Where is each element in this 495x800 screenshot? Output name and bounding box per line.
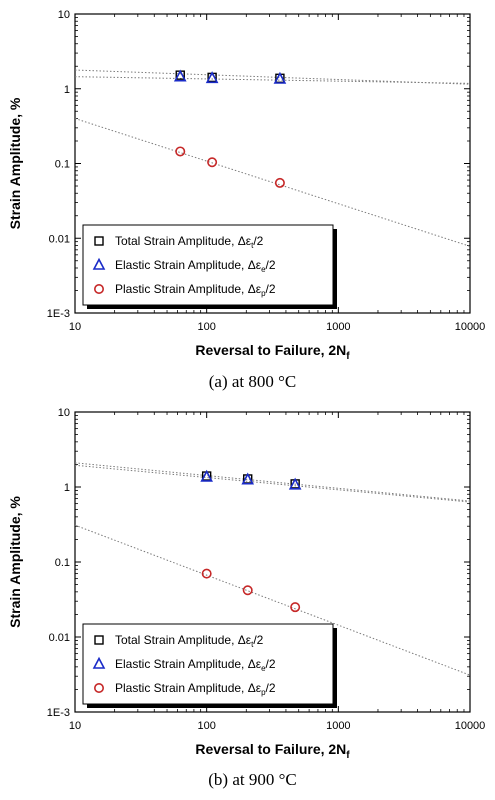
figure-caption: (b) at 900 °C xyxy=(208,770,296,789)
data-point-circle-0 xyxy=(175,146,186,157)
y-tick-label: 10 xyxy=(58,9,70,21)
fit-line-series-0 xyxy=(74,69,471,85)
data-point-circle-0 xyxy=(201,568,212,579)
legend-label-suffix: /2 xyxy=(266,258,276,272)
legend-label-sub: p xyxy=(261,289,266,298)
y-tick-label: 1 xyxy=(64,482,70,494)
x-tick-label: 1000 xyxy=(326,321,350,333)
legend-marker-square xyxy=(94,635,104,645)
legend-marker-triangle xyxy=(92,656,106,669)
x-axis-title-main: Reversal to Failure, 2N xyxy=(195,741,346,757)
fit-line-series-0 xyxy=(74,462,471,502)
legend-label: Total Strain Amplitude, Δεt/2 xyxy=(115,234,264,250)
data-point-triangle-1 xyxy=(241,472,255,485)
legend-label-sub: t xyxy=(251,640,254,649)
chart-900c: 10 100 1000 10000 1E-3 0.01 0.1 1 10 Reversal to … xyxy=(7,407,485,789)
legend-label: Plastic Strain Amplitude, Δεp/2 xyxy=(115,282,276,298)
legend-label-sub: e xyxy=(261,664,266,673)
x-axis-title: Reversal to Failure, 2Nf xyxy=(195,741,350,761)
legend-label-sub: e xyxy=(261,265,266,274)
fit-line-series-1 xyxy=(74,464,471,503)
legend-label-suffix: /2 xyxy=(253,234,263,248)
data-point-triangle-2 xyxy=(273,71,287,84)
x-tick-label: 1000 xyxy=(326,720,350,732)
chart-800c: 10 100 1000 10000 1E-3 0.01 0.1 1 10 Reversal to … xyxy=(7,9,485,391)
legend-label-suffix: /2 xyxy=(266,657,276,671)
figure-caption: (a) at 800 °C xyxy=(209,372,297,391)
legend-label: Elastic Strain Amplitude, Δεe/2 xyxy=(115,657,276,673)
legend-label-sub: p xyxy=(261,688,266,697)
y-axis-title: Strain Amplitude, % xyxy=(7,496,23,628)
y-tick-label: 0.01 xyxy=(49,632,70,644)
legend-marker-triangle xyxy=(92,257,106,270)
data-point-triangle-0 xyxy=(173,69,187,82)
x-axis-title-sub: f xyxy=(346,351,350,362)
legend-marker-circle xyxy=(94,682,105,693)
legend-label-main: Elastic Strain Amplitude, Δε xyxy=(115,657,262,671)
data-point-triangle-1 xyxy=(205,71,219,84)
legend-marker-circle xyxy=(94,283,105,294)
legend-label-main: Total Strain Amplitude, Δε xyxy=(115,234,252,248)
legend-box xyxy=(82,623,334,705)
x-tick-label: 10 xyxy=(69,720,81,732)
x-tick-label: 10000 xyxy=(455,321,486,333)
x-tick-label: 100 xyxy=(197,321,215,333)
data-point-circle-2 xyxy=(274,177,285,188)
legend-label: Elastic Strain Amplitude, Δεe/2 xyxy=(115,258,276,274)
data-point-circle-1 xyxy=(242,585,253,596)
y-axis-title: Strain Amplitude, % xyxy=(7,97,23,229)
y-tick-label: 1E-3 xyxy=(47,707,70,719)
fit-line-series-1 xyxy=(74,76,471,84)
data-point-circle-2 xyxy=(290,602,301,613)
fit-line-series-2 xyxy=(74,524,471,676)
legend-label-main: Elastic Strain Amplitude, Δε xyxy=(115,258,262,272)
legend-label-sub: t xyxy=(251,241,254,250)
y-tick-label: 1E-3 xyxy=(47,308,70,320)
x-tick-label: 10000 xyxy=(455,720,486,732)
data-point-triangle-2 xyxy=(288,477,302,490)
legend-label-main: Plastic Strain Amplitude, Δε xyxy=(115,282,262,296)
legend-label: Plastic Strain Amplitude, Δεp/2 xyxy=(115,681,276,697)
fit-line-series-2 xyxy=(74,118,471,247)
legend-label-main: Plastic Strain Amplitude, Δε xyxy=(115,681,262,695)
legend-label-main: Total Strain Amplitude, Δε xyxy=(115,633,252,647)
legend-box xyxy=(82,224,334,306)
x-axis-title-sub: f xyxy=(346,750,350,761)
x-tick-label: 100 xyxy=(197,720,215,732)
x-tick-label: 10 xyxy=(69,321,81,333)
x-axis-title: Reversal to Failure, 2Nf xyxy=(195,342,350,362)
y-tick-label: 1 xyxy=(64,84,70,96)
x-axis-title-main: Reversal to Failure, 2N xyxy=(195,342,346,358)
legend-label-suffix: /2 xyxy=(253,633,263,647)
data-point-triangle-0 xyxy=(200,469,213,482)
legend-label: Total Strain Amplitude, Δεt/2 xyxy=(115,633,264,649)
legend-label-suffix: /2 xyxy=(266,681,276,695)
y-tick-label: 0.1 xyxy=(55,557,70,569)
y-tick-label: 0.1 xyxy=(55,159,70,171)
y-tick-label: 0.01 xyxy=(49,233,70,245)
data-point-circle-1 xyxy=(207,157,218,168)
legend-label-suffix: /2 xyxy=(266,282,276,296)
y-tick-label: 10 xyxy=(58,407,70,419)
legend-marker-square xyxy=(94,236,104,246)
